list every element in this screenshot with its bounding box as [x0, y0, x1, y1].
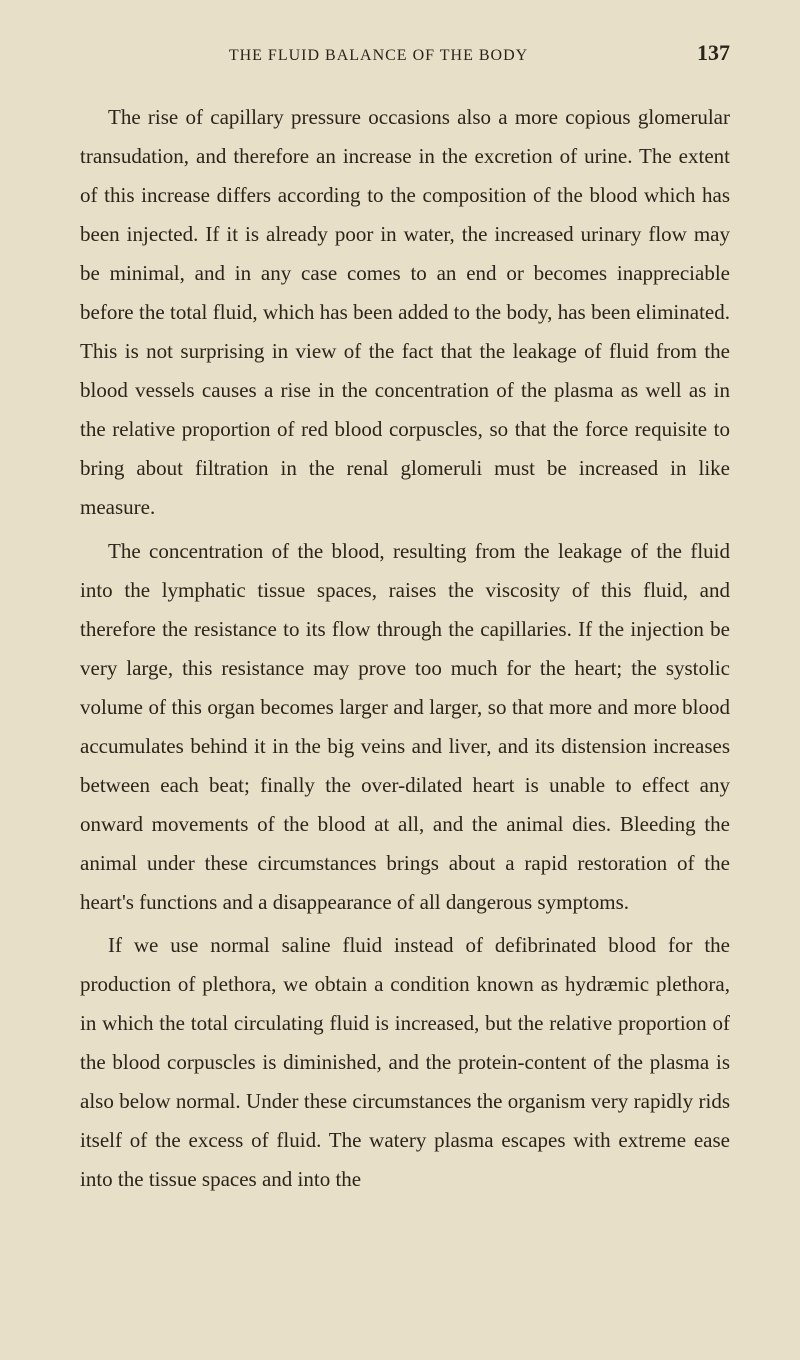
- page-header: THE FLUID BALANCE OF THE BODY 137: [80, 40, 730, 66]
- running-title: THE FLUID BALANCE OF THE BODY: [80, 47, 677, 65]
- page-number: 137: [697, 40, 730, 66]
- paragraph: The concentration of the blood, resultin…: [80, 532, 730, 922]
- paragraph: If we use normal saline fluid instead of…: [80, 926, 730, 1199]
- body-text: The rise of capillary pressure occasions…: [80, 98, 730, 1199]
- page-container: THE FLUID BALANCE OF THE BODY 137 The ri…: [0, 0, 800, 1253]
- paragraph: The rise of capillary pressure occasions…: [80, 98, 730, 528]
